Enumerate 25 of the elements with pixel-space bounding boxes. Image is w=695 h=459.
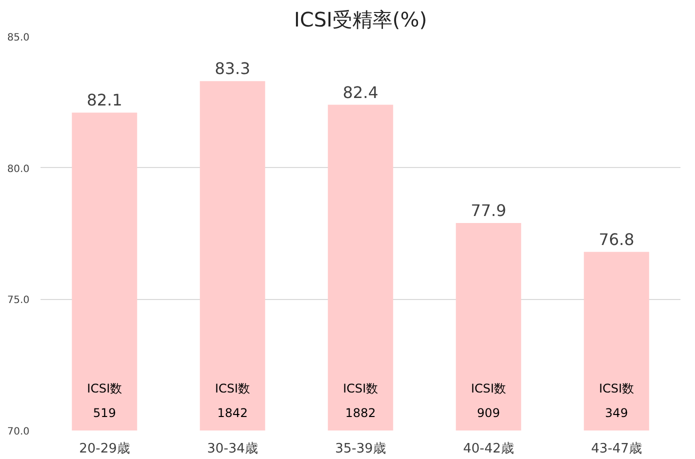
y-tick-label: 75.0 xyxy=(7,295,30,306)
y-tick-label: 70.0 xyxy=(7,426,30,438)
x-tick-label: 35-39歳 xyxy=(335,442,386,456)
data-label: 82.1 xyxy=(86,90,122,110)
y-tick-label: 80.0 xyxy=(7,164,30,175)
annotation: 909 xyxy=(477,406,500,420)
annotation: 1882 xyxy=(345,406,376,420)
annotation: ICSI数 xyxy=(470,382,506,396)
x-tick-label: 30-34歳 xyxy=(207,442,258,456)
y-tick-label: 85.0 xyxy=(7,32,30,44)
x-tick-label: 20-29歳 xyxy=(79,442,130,456)
x-tick-label: 40-42歳 xyxy=(463,442,514,456)
annotation: ICSI数 xyxy=(214,382,250,396)
annotation: 1842 xyxy=(217,406,248,420)
data-label: 76.8 xyxy=(598,230,634,249)
annotation: ICSI数 xyxy=(342,382,378,396)
annotation: ICSI数 xyxy=(86,382,122,396)
annotation: 519 xyxy=(93,406,116,420)
data-label: 82.4 xyxy=(342,82,378,102)
data-label: 83.3 xyxy=(214,59,250,78)
chart-title: ICSI受精率(%) xyxy=(294,8,428,32)
annotation: ICSI数 xyxy=(598,382,634,396)
annotation: 349 xyxy=(605,406,628,420)
data-label: 77.9 xyxy=(470,200,506,220)
x-tick-label: 43-47歳 xyxy=(591,442,642,456)
